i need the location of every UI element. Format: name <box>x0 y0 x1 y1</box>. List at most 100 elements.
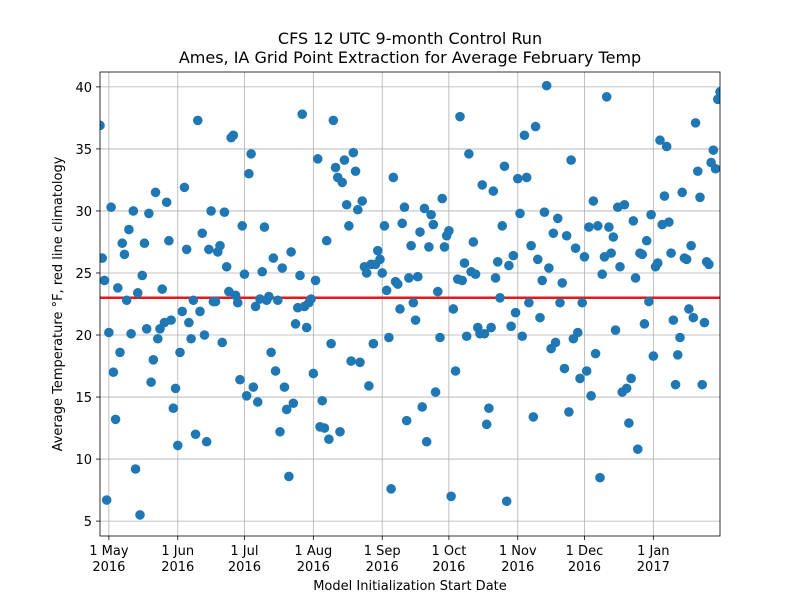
data-point <box>392 279 403 289</box>
data-point <box>570 243 581 253</box>
data-points <box>100 80 720 520</box>
x-tick-year: 2016 <box>297 560 330 575</box>
data-point <box>692 166 703 177</box>
data-point <box>450 366 461 376</box>
data-point <box>417 402 428 412</box>
data-point <box>555 297 565 308</box>
data-point <box>624 418 634 428</box>
data-point <box>295 270 305 281</box>
data-point <box>559 363 570 374</box>
y-axis-label: Average Temperature °F, red line climato… <box>51 156 66 451</box>
data-point <box>179 182 190 193</box>
data-point <box>715 87 720 97</box>
data-point <box>357 196 368 206</box>
data-point <box>119 249 130 260</box>
data-point <box>375 254 385 265</box>
y-tick-label: 35 <box>75 143 92 158</box>
data-point <box>486 322 496 333</box>
data-point <box>448 304 459 314</box>
y-tick-label: 40 <box>75 81 92 96</box>
x-tick-label: 1 Jan <box>637 544 669 559</box>
data-point <box>550 337 561 348</box>
data-point <box>419 203 430 214</box>
data-point <box>575 373 585 384</box>
data-point <box>268 253 279 263</box>
data-point <box>199 330 210 340</box>
data-point <box>490 273 501 283</box>
data-point <box>708 145 719 155</box>
data-point <box>410 315 421 325</box>
data-point <box>435 332 445 343</box>
data-point <box>699 317 710 328</box>
data-point <box>621 383 632 394</box>
x-tick-label: 1 Sep <box>364 544 401 559</box>
data-point <box>495 292 505 303</box>
data-point <box>664 217 674 227</box>
data-point <box>461 331 472 342</box>
data-point <box>652 258 663 268</box>
data-point <box>517 331 528 342</box>
data-point <box>659 191 670 201</box>
data-point <box>457 275 468 286</box>
data-point <box>497 221 508 231</box>
data-point <box>688 312 699 323</box>
data-point <box>339 155 350 165</box>
data-point <box>421 436 432 447</box>
data-point <box>326 338 336 349</box>
data-point <box>310 275 321 286</box>
data-point <box>670 379 681 390</box>
data-point <box>235 374 245 385</box>
x-tick-label: 1 Aug <box>294 544 332 559</box>
data-point <box>415 227 425 237</box>
data-point <box>401 415 412 426</box>
data-point <box>610 325 621 335</box>
data-point <box>648 351 659 361</box>
data-point <box>317 395 328 406</box>
y-tick-label: 10 <box>75 453 92 468</box>
data-point <box>710 163 720 174</box>
data-point <box>190 429 201 440</box>
data-point <box>601 92 612 102</box>
data-point <box>177 306 188 317</box>
data-point <box>515 208 525 219</box>
data-point <box>606 248 616 258</box>
x-tick-year: 2016 <box>161 560 194 575</box>
data-point <box>290 319 301 329</box>
data-point <box>277 263 288 273</box>
data-point <box>404 273 414 283</box>
data-point <box>100 275 110 286</box>
data-point <box>552 213 563 224</box>
data-point <box>166 315 176 325</box>
data-point <box>192 115 203 126</box>
data-point <box>588 196 599 206</box>
data-point <box>170 383 181 394</box>
data-point <box>121 295 132 306</box>
data-point <box>532 254 543 265</box>
data-point <box>259 222 270 232</box>
data-point <box>148 355 159 365</box>
data-point <box>100 253 108 263</box>
data-point <box>544 263 554 273</box>
data-point <box>626 373 636 384</box>
data-point <box>161 197 172 208</box>
data-point <box>488 186 499 196</box>
x-axis-label: Model Initialization Start Date <box>313 579 507 594</box>
data-point <box>344 221 354 231</box>
y-tick-label: 25 <box>75 267 92 282</box>
data-point <box>506 321 516 332</box>
data-point <box>264 291 274 302</box>
data-point <box>408 297 419 308</box>
y-tick-label: 20 <box>75 329 92 344</box>
data-point <box>412 271 423 282</box>
x-tick-year: 2016 <box>568 560 601 575</box>
data-point <box>681 254 692 265</box>
data-point <box>270 366 281 376</box>
y-tick-label: 30 <box>75 205 92 220</box>
chart-title: CFS 12 UTC 9-month Control Run <box>278 29 542 48</box>
data-point <box>584 222 594 232</box>
x-tick-year: 2016 <box>92 560 125 575</box>
data-point <box>630 273 641 283</box>
chart-subtitle: Ames, IA Grid Point Extraction for Avera… <box>179 48 641 67</box>
data-point <box>248 382 259 392</box>
data-point <box>481 419 492 430</box>
